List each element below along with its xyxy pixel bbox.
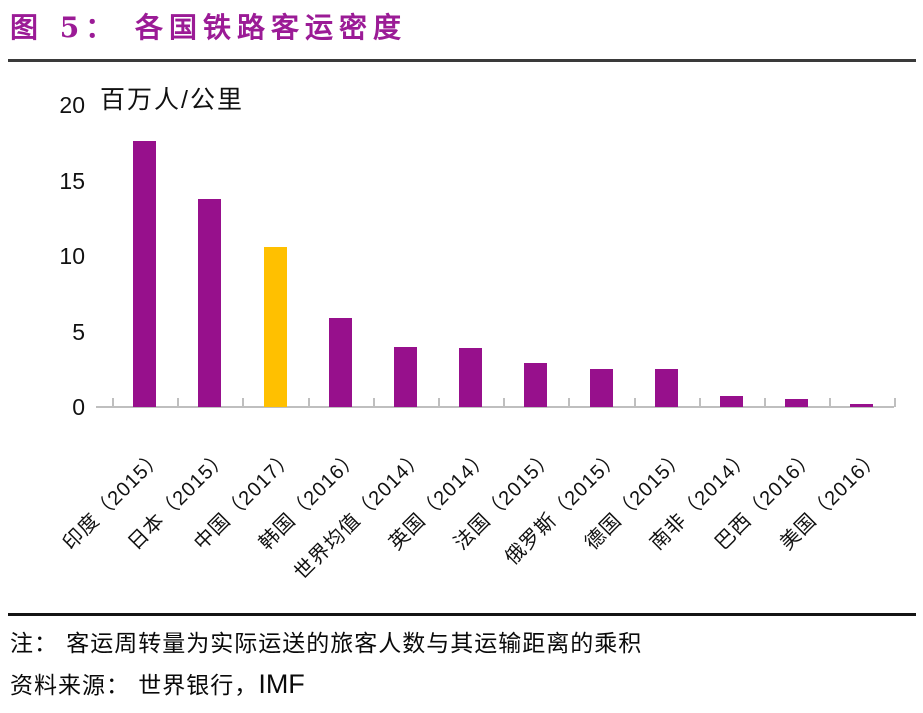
bar [785, 399, 809, 407]
bar [328, 317, 352, 407]
bar [719, 396, 743, 407]
x-axis-tick [177, 398, 180, 407]
footer-divider-line [8, 613, 916, 616]
x-axis-tick [568, 398, 571, 407]
x-axis-tick [503, 398, 506, 407]
x-axis-tick [307, 398, 310, 407]
x-axis-label: 俄罗斯（2015） [500, 445, 625, 570]
x-axis-label: 法国（2015） [450, 445, 560, 555]
x-axis-tick [242, 398, 245, 407]
x-axis-label: 日本（2015） [124, 445, 234, 555]
y-axis-tick-label: 20 [59, 92, 85, 118]
x-axis-tick [372, 398, 375, 407]
figure-title: 图 5： 各国铁路客运密度 [10, 11, 407, 44]
data-source: 资料来源： 世界银行，IMF [10, 666, 305, 700]
x-axis-label: 德国（2015） [580, 445, 691, 555]
bar [459, 348, 483, 407]
x-axis-tick [633, 398, 636, 407]
y-axis-tick-label: 5 [72, 318, 85, 345]
x-axis-tick [698, 398, 701, 407]
x-axis-tick [829, 398, 832, 407]
x-axis-label: 美国（2016） [776, 445, 886, 555]
x-axis-tick [894, 398, 897, 407]
x-axis-label: 英国（2014） [385, 445, 495, 555]
bar [654, 369, 678, 407]
x-axis-label: 巴西（2016） [711, 445, 821, 555]
x-axis-label: 印度（2015） [59, 445, 169, 555]
data-source-imf: IMF [258, 669, 305, 699]
y-axis-unit-label: 百万人/公里 [100, 86, 244, 114]
x-axis-label: 中国（2017） [189, 445, 299, 555]
x-axis-tick [438, 398, 440, 407]
bar [589, 369, 613, 407]
bar [524, 363, 548, 407]
bar [133, 141, 157, 407]
x-axis-label: 南非（2014） [645, 445, 756, 555]
bar [850, 403, 874, 407]
x-axis-label: 世界均值（2014） [290, 445, 430, 585]
y-axis-tick-label: 10 [59, 243, 85, 269]
x-axis-tick [764, 398, 766, 407]
x-axis-label: 韩国（2016） [254, 445, 365, 555]
bar [198, 198, 222, 407]
bar-highlight [263, 246, 287, 407]
x-axis-tick [112, 398, 114, 407]
data-source-text: 资料来源： 世界银行， [10, 673, 259, 699]
title-divider-line [8, 59, 916, 62]
bar [393, 346, 417, 407]
y-axis-tick-label: 0 [72, 394, 85, 420]
chart-note: 注： 客运周转量为实际运送的旅客人数与其运输距离的乘积 [10, 631, 643, 657]
y-axis-tick-label: 15 [59, 167, 85, 194]
x-axis-line [96, 406, 894, 408]
